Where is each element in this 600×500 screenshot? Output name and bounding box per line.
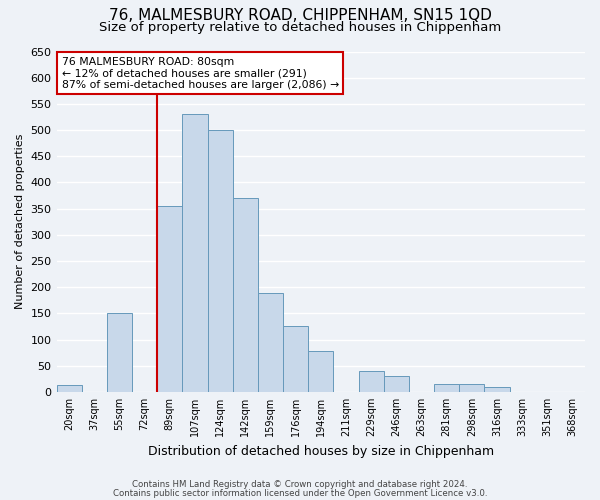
Bar: [182, 114, 208, 392]
Bar: [359, 371, 383, 392]
X-axis label: Distribution of detached houses by size in Chippenham: Distribution of detached houses by size …: [148, 444, 494, 458]
Bar: [459, 384, 484, 392]
Bar: [56, 385, 82, 392]
Bar: [484, 386, 509, 392]
Bar: [258, 294, 283, 392]
Bar: [208, 130, 233, 392]
Bar: [383, 376, 409, 392]
Bar: [107, 314, 132, 392]
Bar: [308, 351, 334, 392]
Text: Contains HM Land Registry data © Crown copyright and database right 2024.: Contains HM Land Registry data © Crown c…: [132, 480, 468, 489]
Text: Contains public sector information licensed under the Open Government Licence v3: Contains public sector information licen…: [113, 490, 487, 498]
Text: 76, MALMESBURY ROAD, CHIPPENHAM, SN15 1QD: 76, MALMESBURY ROAD, CHIPPENHAM, SN15 1Q…: [109, 8, 491, 22]
Bar: [157, 206, 182, 392]
Y-axis label: Number of detached properties: Number of detached properties: [15, 134, 25, 310]
Bar: [434, 384, 459, 392]
Text: Size of property relative to detached houses in Chippenham: Size of property relative to detached ho…: [99, 21, 501, 34]
Bar: [283, 326, 308, 392]
Bar: [233, 198, 258, 392]
Text: 76 MALMESBURY ROAD: 80sqm
← 12% of detached houses are smaller (291)
87% of semi: 76 MALMESBURY ROAD: 80sqm ← 12% of detac…: [62, 56, 339, 90]
